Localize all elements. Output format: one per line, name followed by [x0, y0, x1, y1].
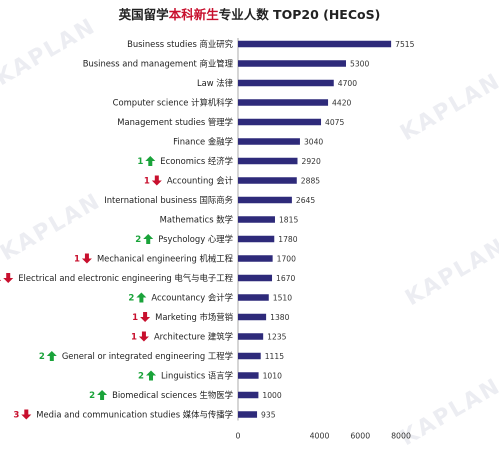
category-label: Business and management 商业管理 [83, 59, 234, 69]
data-label: 1010 [263, 371, 282, 380]
data-label: 1510 [273, 293, 292, 302]
category-label: Electrical and electronic engineering 电气… [18, 273, 233, 283]
bar [238, 138, 300, 145]
rank-change-label: 1 [132, 313, 138, 323]
data-label: 1115 [265, 352, 284, 361]
bar [238, 333, 264, 340]
x-tick-label: 4000 [310, 432, 330, 441]
rank-change-label: 1 [144, 177, 150, 187]
rank-down-arrow-icon [21, 409, 32, 420]
data-label: 4075 [325, 118, 344, 127]
title-highlight: 本科新生 [168, 7, 219, 22]
data-label: 1235 [267, 332, 286, 341]
data-label: 1815 [279, 215, 298, 224]
category-label: Management studies 管理学 [117, 117, 233, 127]
category-label: General or integrated engineering 工程学 [62, 351, 233, 361]
bar [238, 196, 292, 204]
bar [238, 99, 329, 106]
x-tick-label: 8000 [391, 432, 411, 441]
category-label: Computer science 计算机科学 [113, 98, 233, 108]
bar [238, 352, 261, 360]
data-label: 3040 [304, 137, 323, 146]
bar [238, 391, 259, 399]
rank-down-arrow-icon [138, 331, 149, 342]
rank-up-arrow-icon [146, 370, 157, 381]
data-label: 1380 [270, 313, 289, 322]
category-label: Accounting 会计 [167, 176, 234, 186]
category-label: Business studies 商业研究 [127, 39, 233, 49]
bar [238, 79, 334, 87]
data-label: 1000 [262, 391, 281, 400]
data-label: 2645 [296, 196, 315, 205]
category-label: Accountancy 会计学 [151, 293, 233, 303]
data-label: 2920 [301, 157, 320, 166]
rank-change-label: 1 [74, 255, 80, 265]
data-label: 4420 [332, 98, 351, 107]
rank-up-arrow-icon [143, 234, 154, 244]
rank-change-label: 2 [89, 391, 95, 401]
category-label: Architecture 建筑学 [154, 332, 233, 342]
rank-down-arrow-icon [81, 253, 92, 264]
rank-up-arrow-icon [136, 292, 147, 303]
category-label: Psychology 心理学 [158, 234, 233, 244]
rank-up-arrow-icon [97, 390, 108, 400]
bar [238, 60, 346, 67]
category-label: International business 国际商务 [104, 195, 233, 205]
bar [238, 411, 258, 418]
data-label: 1780 [278, 235, 297, 244]
bar [238, 216, 275, 223]
rank-change-label: 1 [131, 333, 137, 343]
data-label: 5300 [350, 59, 369, 68]
data-label: 935 [261, 410, 276, 419]
category-label: Mechanical engineering 机械工程 [97, 254, 234, 264]
data-label: 1700 [277, 254, 296, 263]
bar [238, 40, 392, 48]
category-label: Biomedical sciences 生物医学 [112, 390, 233, 400]
category-label: Finance 金融学 [173, 137, 233, 147]
bar [238, 118, 322, 126]
category-label: Media and communication studies 媒体与传播学 [36, 410, 233, 420]
data-label: 2885 [301, 176, 320, 185]
category-label: Linguistics 语言学 [161, 371, 233, 381]
category-label: Marketing 市场营销 [155, 312, 233, 322]
bar [238, 235, 275, 243]
rank-down-arrow-icon [151, 175, 162, 186]
rank-change-label: 2 [39, 352, 45, 362]
rank-change-label: 2 [138, 372, 144, 382]
bar [238, 294, 269, 301]
rank-change-label: 2 [135, 235, 141, 245]
bar [238, 255, 273, 262]
rank-change-label: 2 [128, 294, 134, 304]
rank-change-label: 3 [13, 411, 19, 421]
category-label: Law 法律 [197, 78, 234, 88]
chart-title: 英国留学本科新生专业人数 TOP20 (HECoS) [0, 4, 499, 23]
data-label: 7515 [395, 40, 414, 49]
rank-up-arrow-icon [46, 351, 57, 361]
bar [238, 157, 298, 165]
rank-down-arrow-icon [3, 273, 14, 283]
x-tick-label: 0 [236, 432, 241, 441]
x-tick-label: 6000 [350, 432, 370, 441]
bar [238, 177, 297, 184]
bar [238, 313, 267, 321]
rank-down-arrow-icon [140, 312, 151, 322]
data-label: 1670 [276, 274, 295, 283]
data-label: 4700 [338, 79, 357, 88]
bar [238, 372, 259, 379]
title-part-2: 专业人数 TOP20 (HECoS) [218, 7, 381, 22]
bar [238, 274, 273, 282]
rank-change-label: 1 [137, 157, 143, 167]
rank-change-label: 1 [0, 274, 1, 284]
category-label: Economics 经济学 [160, 156, 233, 166]
title-part-1: 英国留学 [118, 7, 169, 22]
rank-up-arrow-icon [145, 156, 156, 166]
category-label: Mathematics 数学 [160, 215, 233, 225]
